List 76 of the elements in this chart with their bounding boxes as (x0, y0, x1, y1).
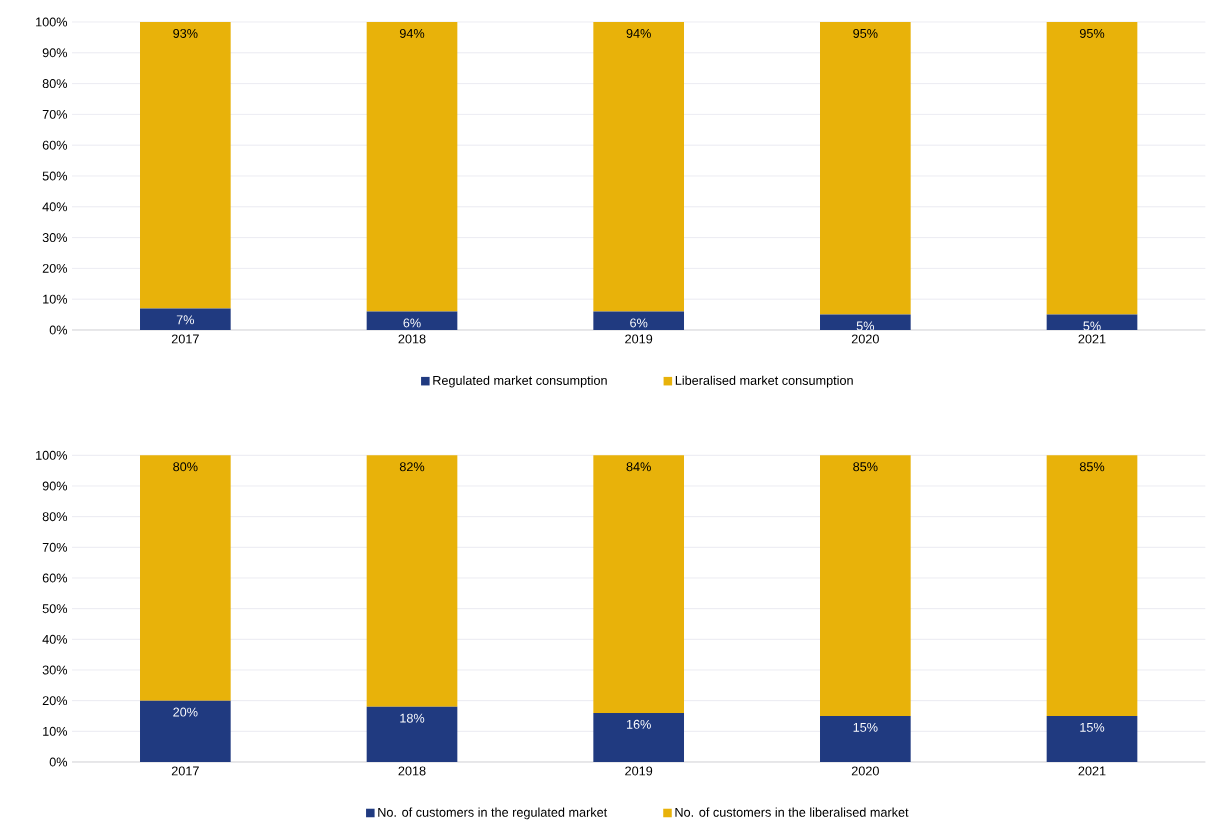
bar (366, 311, 458, 330)
data-label: 82% (399, 462, 425, 472)
bar (366, 21, 458, 312)
x-tick-label: 2018 (398, 334, 426, 344)
bar (820, 21, 911, 315)
data-label: 84% (626, 462, 651, 472)
y-tick-label: 100% (36, 17, 68, 27)
data-label: 7% (176, 315, 195, 325)
legend-label: Liberalised market consumption (675, 375, 853, 388)
data-label: 80% (173, 462, 198, 472)
x-tick-label: 2018 (398, 766, 426, 776)
y-tick-label: 60% (42, 140, 68, 150)
y-tick-label: 60% (42, 573, 68, 583)
bar (593, 712, 685, 762)
y-tick-label: 90% (42, 481, 68, 491)
x-tick-label: 2019 (625, 334, 653, 344)
legend-label: Regulated market consumption (433, 375, 607, 388)
bar (593, 21, 685, 312)
x-tick-label: 2019 (625, 766, 653, 776)
data-label: 6% (630, 318, 648, 328)
x-tick-label: 2021 (1078, 334, 1106, 344)
bar (1046, 21, 1138, 315)
y-tick-label: 70% (42, 109, 68, 119)
data-label: 15% (1080, 722, 1105, 732)
data-label: 6% (403, 318, 421, 328)
data-label: 16% (626, 719, 651, 729)
y-tick-label: 20% (42, 263, 68, 273)
bar (140, 700, 231, 762)
x-tick-label: 2017 (171, 766, 199, 776)
data-label: 85% (853, 462, 878, 472)
bar (140, 21, 231, 309)
y-tick-label: 10% (43, 726, 68, 736)
bar (593, 311, 685, 330)
x-tick-label: 2020 (851, 766, 879, 776)
y-tick-label: 80% (42, 79, 68, 89)
y-tick-label: 20% (42, 696, 68, 706)
y-tick-label: 40% (42, 634, 68, 644)
bar (820, 715, 911, 762)
x-tick-label: 2020 (851, 334, 879, 344)
x-tick-label: 2021 (1078, 766, 1106, 776)
y-tick-label: 30% (42, 233, 68, 243)
bar (366, 455, 458, 707)
bar (820, 455, 911, 716)
y-tick-label: 0% (49, 325, 68, 335)
y-tick-label: 80% (42, 512, 68, 522)
data-label: 95% (1079, 28, 1105, 38)
data-label: 5% (856, 321, 875, 331)
y-tick-label: 0% (49, 757, 68, 767)
y-tick-label: 40% (42, 202, 68, 212)
bar (140, 308, 231, 330)
data-label: 5% (1083, 321, 1101, 331)
data-label: 94% (626, 28, 651, 38)
bar (820, 314, 911, 330)
y-tick-label: 90% (42, 48, 68, 58)
y-tick-label: 50% (42, 171, 68, 181)
data-label: 85% (1079, 462, 1105, 472)
legend-label: No. of customers in the regulated market (378, 807, 608, 820)
bar (1046, 455, 1138, 716)
legend-label: No. of customers in the liberalised market (675, 807, 909, 817)
y-tick-label: 50% (42, 604, 68, 614)
y-tick-label: 70% (42, 542, 68, 552)
data-label: 94% (399, 28, 425, 38)
data-label: 15% (853, 722, 878, 732)
y-tick-label: 10% (43, 294, 68, 304)
bar (140, 455, 231, 701)
data-label: 20% (173, 707, 198, 717)
y-tick-label: 100% (36, 450, 68, 460)
data-label: 95% (853, 28, 878, 38)
data-label: 18% (400, 713, 425, 723)
bar (1046, 715, 1138, 762)
bar (366, 706, 458, 762)
bar (1046, 314, 1138, 330)
y-tick-label: 30% (42, 665, 68, 675)
bar (593, 455, 685, 713)
x-tick-label: 2017 (171, 334, 199, 344)
data-label: 93% (173, 28, 198, 38)
